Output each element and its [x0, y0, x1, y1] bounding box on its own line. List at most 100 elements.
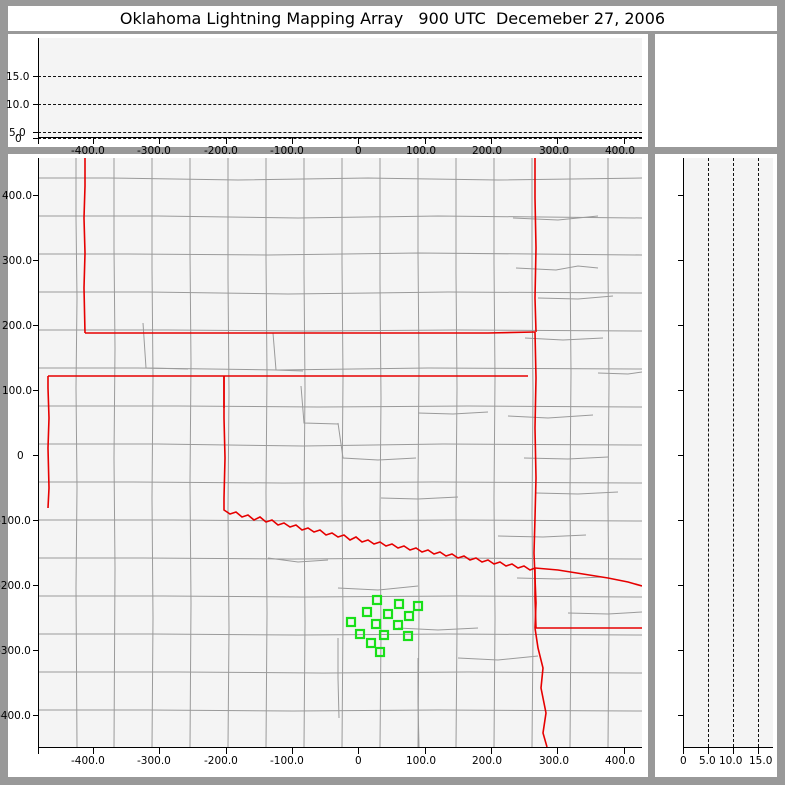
ytick-label-0: 0 [15, 133, 22, 145]
map-xtick-label-300: 300.0 [539, 755, 570, 767]
gridline-y-15 [38, 76, 642, 77]
page-title: Oklahoma Lightning Mapping Array 900 UTC… [119, 9, 666, 28]
marker[interactable] [392, 619, 404, 631]
gridline-x-10 [733, 158, 734, 747]
map-ytick-400 [33, 195, 39, 197]
xtick-400 [624, 138, 626, 144]
map-ytick-label--100: -100.0 [0, 515, 31, 527]
marker[interactable] [365, 637, 377, 649]
right-xtick-label-10: 10.0 [719, 755, 743, 767]
marker[interactable] [382, 608, 394, 620]
ytick-0 [33, 138, 39, 140]
map-x-axis-line [38, 747, 642, 749]
map-xtick--400 [93, 748, 95, 754]
map-y-axis-line [38, 158, 40, 748]
ytick-label-10: 10.0 [6, 99, 30, 111]
map-xtick-label-0: 0 [355, 755, 362, 767]
right-ytick--100 [678, 520, 684, 522]
marker[interactable] [378, 629, 390, 641]
map-ytick-label-200: 200.0 [2, 320, 33, 332]
marker[interactable] [345, 616, 357, 628]
texas-county-detail [267, 557, 539, 747]
map-ytick-300 [33, 260, 39, 262]
marker[interactable] [371, 594, 383, 606]
time-height-panel[interactable]: 0 5.0 10.0 15.0 -400.0 -300.0 -200.0 -10… [6, 34, 648, 157]
lma-source-markers [345, 594, 424, 658]
xtick-minor-left [38, 138, 40, 144]
right-xtick-label-5: 5.0 [699, 755, 716, 767]
map-xtick-400 [624, 748, 626, 754]
map-xtick-label--300: -300.0 [137, 755, 171, 767]
right-ytick--200 [678, 585, 684, 587]
xtick-300 [557, 138, 559, 144]
xtick--300 [159, 138, 161, 144]
map-ytick-label-400: 400.0 [2, 190, 33, 202]
top-right-panel[interactable] [655, 34, 777, 147]
gridline-y-0 [38, 138, 642, 139]
right-ytick-200 [678, 325, 684, 327]
map-xtick-100 [425, 748, 427, 754]
time-height-plot-area [38, 38, 642, 137]
map-xtick--200 [226, 748, 228, 754]
map-xtick-label-100: 100.0 [406, 755, 437, 767]
map-ytick-100 [33, 390, 39, 392]
state-borders [47, 158, 642, 747]
map-ytick--200 [33, 585, 39, 587]
title-bar: Oklahoma Lightning Mapping Array 900 UTC… [8, 6, 777, 31]
map-xtick-200 [491, 748, 493, 754]
map-ytick-label-100: 100.0 [2, 385, 33, 397]
right-y-axis-line [683, 158, 685, 748]
xtick-200 [491, 138, 493, 144]
map-xtick-label-200: 200.0 [472, 755, 503, 767]
height-panel-plot-area [683, 158, 773, 747]
marker[interactable] [393, 598, 405, 610]
right-ytick-0 [678, 455, 684, 457]
right-xtick-label-0: 0 [680, 755, 687, 767]
xtick-100 [425, 138, 427, 144]
map-ytick-label-0: 0 [17, 450, 24, 462]
map-xtick-label--100: -100.0 [270, 755, 304, 767]
map-ytick-200 [33, 325, 39, 327]
marker[interactable] [402, 630, 414, 642]
right-x-axis-line [683, 747, 773, 749]
right-ytick--400 [678, 715, 684, 717]
right-xtick-5 [708, 748, 710, 754]
right-ytick-100 [678, 390, 684, 392]
ytick-label-5: 5.0 [9, 127, 26, 139]
plan-view-map-panel[interactable]: 400.0 300.0 200.0 100.0 0 -100.0 -200.0 … [0, 154, 648, 777]
right-xtick-10 [733, 748, 735, 754]
ytick-10 [33, 104, 39, 106]
xtick-0 [358, 138, 360, 144]
map-xtick--100 [292, 748, 294, 754]
xtick-label-0: 0 [355, 145, 362, 157]
map-xtick-0 [358, 748, 360, 754]
height-panel-right[interactable]: 0 5.0 10.0 15.0 [655, 154, 777, 777]
map-ytick-label--400: -400.0 [0, 710, 31, 722]
gridline-y-10 [38, 104, 642, 105]
marker[interactable] [361, 606, 373, 618]
ytick-label-15: 15.0 [6, 71, 30, 83]
ytick-5 [33, 132, 39, 134]
map-xtick-edge [38, 748, 40, 754]
map-ytick-label--300: -300.0 [0, 645, 31, 657]
map-ytick--300 [33, 650, 39, 652]
plan-view-map-plot-area[interactable] [38, 158, 642, 747]
marker[interactable] [370, 618, 382, 630]
gridline-x-5 [708, 158, 709, 747]
map-ytick-label--200: -200.0 [0, 580, 31, 592]
marker[interactable] [354, 628, 366, 640]
marker[interactable] [403, 610, 415, 622]
map-xtick-label--200: -200.0 [204, 755, 238, 767]
right-ytick-400 [678, 195, 684, 197]
gridline-x-15 [758, 158, 759, 747]
county-boundaries [38, 158, 642, 747]
map-graphic [38, 158, 642, 747]
xtick--400 [93, 138, 95, 144]
marker[interactable] [412, 600, 424, 612]
marker[interactable] [374, 646, 386, 658]
map-xtick-label-400: 400.0 [605, 755, 636, 767]
xtick--200 [226, 138, 228, 144]
right-ytick-300 [678, 260, 684, 262]
map-ytick-0 [33, 455, 39, 457]
